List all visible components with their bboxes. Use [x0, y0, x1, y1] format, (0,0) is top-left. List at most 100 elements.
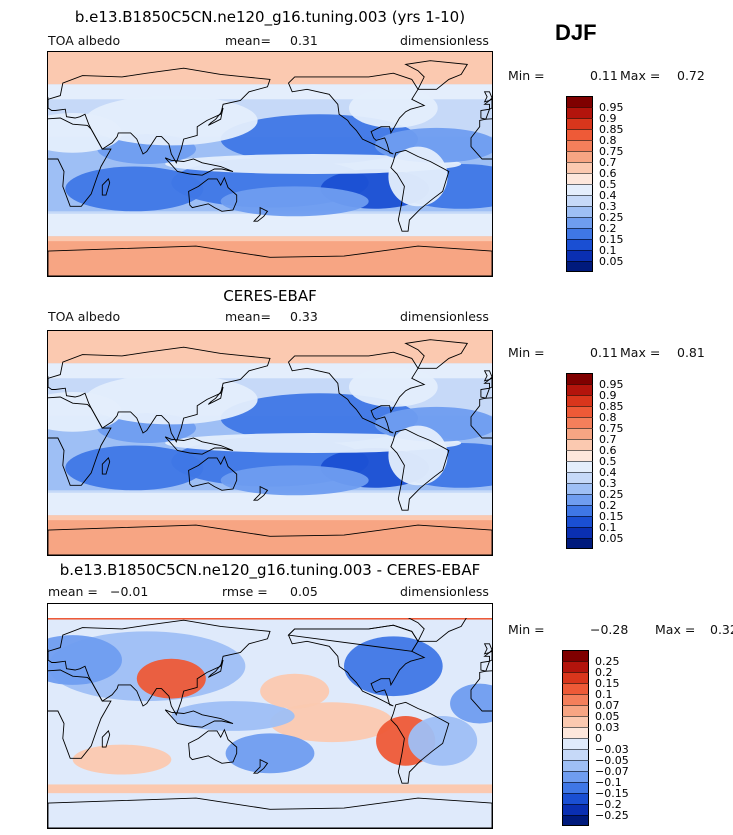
coastline-newzealand [252, 758, 269, 774]
panel3-rmse-value: 0.05 [290, 584, 318, 599]
panel1-max-value: 0.72 [677, 68, 705, 83]
colorbar-tick-label: 0.07 [595, 699, 620, 712]
colorbar-segment [566, 261, 593, 272]
colorbar-tick-label: 0.4 [599, 466, 617, 479]
panel2-colorbar: 0.95 0.9 0.85 0.8 0.75 0.7 0.6 0.5 0.4 0.3 0.25 0.2… [566, 373, 666, 549]
contour-region [165, 433, 462, 453]
colorbar-segment [562, 782, 589, 793]
field-layer [48, 331, 492, 555]
colorbar-segment [566, 450, 593, 461]
coastline-asia-europe [48, 619, 271, 716]
panel1-mean-label: mean= [225, 33, 271, 48]
contour-region [48, 391, 122, 432]
coastline-africa [48, 396, 112, 486]
colorbar-segment [566, 151, 593, 162]
colorbar-tick-label: 0.95 [599, 101, 624, 114]
colorbar-segment [566, 527, 593, 538]
contour-region [450, 683, 492, 724]
colorbar-tick-label: −0.07 [595, 765, 629, 778]
colorbar-segment [562, 694, 589, 705]
coastlines [48, 60, 492, 276]
contour-region [388, 425, 448, 486]
colorbar-segment [562, 760, 589, 771]
panel1-max-label: Max = [620, 68, 661, 83]
colorbar-tick-label: −0.03 [595, 743, 629, 756]
colorbar-tick-label: 0.2 [599, 499, 617, 512]
panel1-units: dimensionless [400, 33, 489, 48]
colorbar-tick-label: −0.15 [595, 787, 629, 800]
panel3-min-label: Min = [508, 622, 545, 637]
colorbar-segment [562, 771, 589, 782]
colorbar-segment [562, 793, 589, 804]
missing-data-band [48, 604, 492, 618]
panel3-mean-value: −0.01 [110, 584, 149, 599]
coastline-antarctica [48, 797, 492, 828]
colorbar-tick-label: 0.8 [599, 134, 617, 147]
coastline-south-america [390, 428, 450, 511]
contour-region [344, 636, 443, 697]
coastline-indonesia [164, 157, 234, 176]
coastline-australia [188, 455, 238, 491]
colorbar-tick-label: 0.3 [599, 477, 617, 490]
colorbar-segment [562, 672, 589, 683]
panel1-mean-value: 0.31 [290, 33, 318, 48]
contour-region [220, 186, 369, 217]
colorbar-segment [566, 406, 593, 417]
colorbar-tick-label: 0.25 [595, 655, 620, 668]
panel3-colorbar: 0.25 0.2 0.15 0.1 0.07 0.05 0.03 0 −0.03 −0.05 −0.… [562, 650, 662, 826]
panel1-colorbar: 0.95 0.9 0.85 0.8 0.75 0.7 0.6 0.5 0.4 0.3 0.25 0.2… [566, 96, 666, 272]
contour-region [65, 445, 204, 491]
coastline-indonesia [164, 436, 234, 455]
contour-region [270, 702, 394, 743]
colorbar-tick-label: −0.2 [595, 798, 622, 811]
contour-band [48, 492, 492, 516]
coastlines [48, 339, 492, 555]
colorbar-segment [566, 239, 593, 250]
colorbar-segment [566, 173, 593, 184]
panel2-min-label: Min = [508, 345, 545, 360]
colorbar-segment [566, 439, 593, 450]
panel2-units: dimensionless [400, 309, 489, 324]
panel1-min-value: 0.11 [590, 68, 618, 83]
colorbar-tick-label: 0.9 [599, 389, 617, 402]
colorbar-segment [566, 373, 593, 384]
panel1-variable: TOA albedo [48, 33, 121, 48]
colorbar-segment [562, 815, 589, 826]
colorbar-tick-label: 0.5 [599, 178, 617, 191]
coastline-europe-west-wrap [480, 98, 492, 120]
coastline-europe-west-wrap [480, 650, 492, 672]
colorbar-segment [562, 727, 589, 738]
colorbar-segment [566, 505, 593, 516]
panel3-max-label: Max = [655, 622, 696, 637]
coastline-europe-west-wrap [480, 377, 492, 399]
colorbar-segment [562, 661, 589, 672]
colorbar-segment [566, 228, 593, 239]
coastline-uk-wrap [483, 91, 492, 103]
contour-band [48, 617, 492, 620]
colorbar-tick-label: 0.6 [599, 444, 617, 457]
colorbar-tick-label: 0.9 [599, 112, 617, 125]
colorbar-tick-label: 0.75 [599, 145, 624, 158]
coastline-newzealand [252, 206, 269, 222]
coastline-uk-wrap [483, 370, 492, 382]
coastline-south-america [390, 701, 450, 784]
contour-region [220, 114, 418, 164]
contour-region [220, 465, 369, 496]
colorbar-segment [566, 206, 593, 217]
contour-region [48, 635, 122, 685]
colorbar-segment [566, 384, 593, 395]
panel3-title: b.e13.B1850C5CN.ne120_g16.tuning.003 - C… [59, 561, 481, 579]
colorbar-segment [562, 738, 589, 749]
colorbar-tick-label: 0.25 [599, 488, 624, 501]
colorbar-tick-label: 0.85 [599, 123, 624, 136]
panel3-units: dimensionless [400, 584, 489, 599]
colorbar-segment [566, 107, 593, 118]
coastline-south-america [390, 149, 450, 232]
coastline-greenland [404, 339, 469, 369]
colorbar-tick-label: 0.1 [595, 688, 613, 701]
panel2-title: CERES-EBAF [223, 287, 317, 305]
coastline-newzealand [252, 485, 269, 501]
coastline-africa [48, 117, 112, 207]
colorbar-tick-label: 0.2 [595, 666, 613, 679]
panel1-min-label: Min = [508, 68, 545, 83]
